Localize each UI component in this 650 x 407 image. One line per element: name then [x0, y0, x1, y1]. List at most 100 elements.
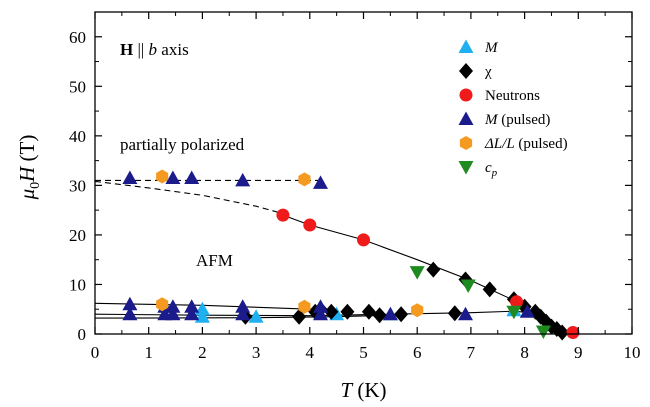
legend-marker-neutrons: [459, 88, 473, 102]
y-tick-label: 0: [78, 325, 87, 344]
chi-point: [482, 281, 497, 298]
series-dl_pulsed: [156, 169, 424, 318]
x-tick-label: 5: [359, 343, 368, 362]
axis-word: axis: [157, 40, 189, 59]
legend-name: ΔL/L: [484, 136, 515, 152]
legend-label-cp: cp: [485, 160, 498, 179]
neutrons-point: [276, 208, 290, 222]
y-tick-label: 20: [69, 226, 86, 245]
x-axis-label: T (K): [340, 378, 386, 402]
y-axis-field-variable: H: [15, 165, 39, 183]
m_pulsed-point: [519, 304, 535, 318]
plot-frame: [94, 11, 633, 335]
field-direction-annotation: H || b axis: [120, 40, 189, 59]
m_pulsed-point: [235, 299, 251, 313]
cp-point: [460, 279, 476, 293]
chi-point: [361, 303, 376, 320]
legend-marker-chi: [459, 63, 473, 79]
M-point: [248, 309, 264, 323]
legend-name: c: [485, 160, 492, 176]
legend-entry-chi: χ: [459, 63, 492, 80]
x-tick-label: 2: [198, 343, 207, 362]
x-tick-label: 8: [520, 343, 529, 362]
legend-label-M: M: [484, 40, 499, 56]
chi-point: [372, 307, 387, 324]
dl_pulsed-point: [298, 299, 311, 314]
field-symbol: H: [120, 40, 133, 59]
m_pulsed-point: [235, 172, 251, 187]
dl_pulsed-point: [411, 303, 424, 318]
m_pulsed-point: [122, 170, 138, 184]
m_pulsed-point: [313, 306, 328, 321]
m_pulsed-point: [313, 175, 328, 189]
legend-label-m_pulsed: M (pulsed): [484, 112, 550, 128]
legend-entry-M: M: [458, 39, 499, 56]
y-axis-unit: (T): [15, 135, 39, 167]
x-tick-label: 6: [413, 343, 422, 362]
y-axis-label: μ0H (T): [15, 135, 43, 201]
m_pulsed-point: [458, 306, 473, 321]
neutrons-point: [357, 233, 370, 247]
chi-point: [555, 324, 570, 341]
chi-point: [394, 306, 409, 323]
x-axis-variable: T: [340, 378, 353, 402]
neutrons-point: [303, 218, 317, 232]
chi-point: [340, 303, 355, 320]
y-tick-label: 40: [69, 127, 86, 146]
chi-point: [426, 261, 441, 278]
neutrons-point: [510, 295, 524, 309]
y-tick-label: 60: [69, 28, 86, 47]
legend-name: M: [484, 40, 499, 56]
legend-marker-M: [458, 39, 474, 53]
series-neutrons: [276, 208, 580, 340]
legend-entry-dl_pulsed: ΔL/L (pulsed): [459, 136, 568, 152]
m_pulsed-point: [122, 306, 138, 321]
legend-marker-m_pulsed: [458, 111, 474, 125]
legend-label-chi: χ: [484, 64, 492, 80]
m_pulsed-point: [184, 170, 200, 184]
cp-point: [535, 325, 551, 339]
legend-name-suffix: (pulsed): [498, 112, 551, 128]
dl_pulsed-point: [156, 169, 169, 184]
legend-name-suffix: (pulsed): [515, 136, 568, 152]
cp-point: [506, 305, 522, 320]
chi-point: [324, 303, 339, 320]
y-axis-subscript: 0: [28, 182, 43, 189]
axis-ticks: [94, 12, 633, 335]
legend-name-subscript: p: [491, 167, 498, 179]
y-tick-label: 50: [69, 77, 86, 96]
x-tick-label: 4: [306, 343, 315, 362]
legend: Mχ Neutrons M (pulsed) ΔL/L (pulsed) cp: [458, 39, 568, 179]
x-tick-label: 0: [91, 343, 100, 362]
y-tick-label: 30: [69, 176, 86, 195]
neutrons-point: [566, 326, 580, 340]
dl_pulsed-point: [298, 172, 311, 187]
region-label-afm: AFM: [196, 251, 233, 270]
legend-entry-neutrons: Neutrons: [459, 88, 540, 104]
legend-entry-cp: cp: [458, 160, 498, 179]
m_pulsed-point: [165, 170, 181, 184]
series-cp: [409, 266, 551, 339]
chi-point: [447, 305, 462, 322]
m_pulsed-point: [165, 299, 181, 313]
legend-name: Neutrons: [485, 88, 540, 104]
x-tick-label: 7: [467, 343, 476, 362]
x-tick-label: 3: [252, 343, 261, 362]
dl_pulsed-point: [156, 297, 169, 312]
legend-entry-m_pulsed: M (pulsed): [458, 111, 550, 128]
tick-labels: 0 1 2 3 4 5 6 7 8 9 10 0 10 20 30 40 50 60: [69, 28, 641, 362]
axis-variable: b: [149, 40, 158, 59]
parallel-symbol: ||: [133, 40, 148, 59]
dashed-boundary-line: [94, 180, 284, 215]
legend-label-dl_pulsed: ΔL/L (pulsed): [484, 136, 568, 152]
x-axis-unit: (K): [352, 378, 386, 402]
m_pulsed-point: [184, 299, 200, 313]
y-tick-label: 10: [69, 275, 86, 294]
legend-marker-cp: [458, 161, 474, 175]
legend-label-neutrons: Neutrons: [485, 88, 540, 104]
cp-point: [409, 266, 425, 280]
m_pulsed-point: [184, 306, 200, 321]
m_pulsed-point: [122, 296, 138, 311]
m_pulsed-point: [313, 299, 328, 313]
